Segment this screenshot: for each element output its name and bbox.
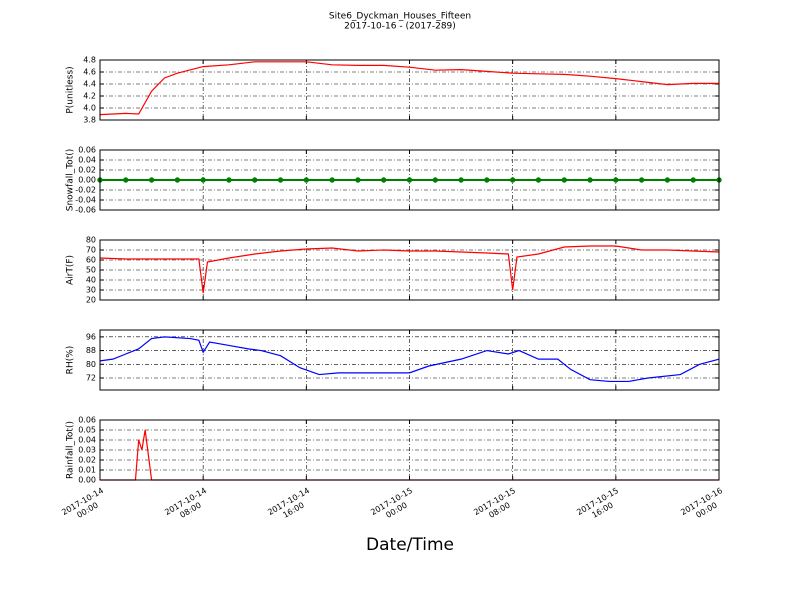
y-tick-label: 80	[86, 236, 96, 245]
data-point	[664, 177, 671, 183]
y-axis-label: RH(%)	[66, 346, 76, 375]
plot-frame	[99, 419, 720, 481]
y-tick-label: 70	[86, 246, 96, 255]
y-axis-label: P(unitless)	[66, 66, 76, 113]
data-point	[123, 177, 129, 183]
y-tick-label: 4.2	[83, 92, 96, 101]
y-tick-label: 4.4	[83, 80, 96, 89]
y-tick-label: 4.0	[83, 104, 96, 113]
data-line	[99, 336, 720, 383]
y-tick-label: 72	[86, 374, 96, 383]
chart-title: Site6_Dyckman_Houses_Fifteen	[329, 12, 471, 22]
y-tick-label: 20	[86, 296, 96, 305]
data-point	[535, 177, 542, 183]
y-axis-label: AirT(F)	[66, 255, 76, 285]
y-tick-label: 0.03	[78, 446, 96, 455]
y-tick-label: 0.00	[78, 176, 96, 185]
y-tick-label: 0.04	[78, 436, 96, 445]
data-line	[99, 61, 719, 116]
y-tick-label: 0.01	[78, 466, 96, 475]
y-tick-label: 50	[86, 266, 96, 275]
data-point	[509, 177, 516, 183]
data-point	[561, 177, 567, 183]
y-axis-label: Rainfall_Tot()	[66, 421, 76, 479]
y-tick-label: 0.00	[78, 476, 96, 485]
plot-frame	[99, 329, 720, 391]
data-point	[226, 177, 232, 183]
x-axis-label: Date/Time	[366, 535, 454, 555]
y-tick-label: 80	[86, 360, 96, 369]
data-point	[484, 177, 490, 183]
data-point	[458, 177, 464, 183]
data-point	[613, 177, 619, 183]
y-tick-label: 60	[86, 256, 96, 265]
y-tick-label: 96	[86, 332, 96, 341]
y-tick-label: 4.6	[83, 68, 96, 77]
plot-frame	[99, 149, 720, 211]
plot-frame	[99, 239, 720, 301]
y-tick-label: 0.02	[78, 166, 96, 175]
y-tick-label: 0.02	[78, 456, 96, 465]
y-tick-label: -0.06	[75, 206, 96, 215]
data-point	[329, 177, 335, 183]
data-point	[587, 177, 593, 183]
data-point	[252, 177, 258, 183]
data-point	[355, 177, 361, 183]
y-tick-label: 40	[86, 276, 96, 285]
data-point	[381, 177, 387, 183]
data-point	[690, 177, 696, 183]
data-point	[303, 177, 310, 183]
data-point	[200, 177, 206, 183]
chart-subtitle: 2017-10-16 - (2017-289)	[344, 22, 456, 32]
y-tick-label: 0.05	[78, 426, 96, 435]
y-tick-label: 88	[86, 346, 96, 355]
data-point	[148, 177, 155, 183]
data-point	[406, 177, 413, 183]
data-point	[174, 177, 181, 183]
data-point	[638, 177, 645, 183]
y-tick-label: 0.06	[78, 146, 96, 155]
data-point	[277, 177, 284, 183]
y-tick-label: -0.04	[75, 196, 96, 205]
y-axis-label: Snowfall_Tot()	[66, 149, 76, 212]
y-tick-label: 0.06	[78, 416, 96, 425]
data-line	[100, 429, 719, 481]
y-tick-label: 0.04	[78, 156, 96, 165]
data-point	[432, 177, 438, 183]
data-line	[99, 245, 720, 294]
y-tick-label: -0.02	[75, 186, 96, 195]
y-tick-label: 30	[86, 286, 96, 295]
plot-frame	[99, 59, 720, 121]
y-tick-label: 4.8	[83, 56, 96, 65]
y-tick-label: 3.8	[83, 116, 96, 125]
